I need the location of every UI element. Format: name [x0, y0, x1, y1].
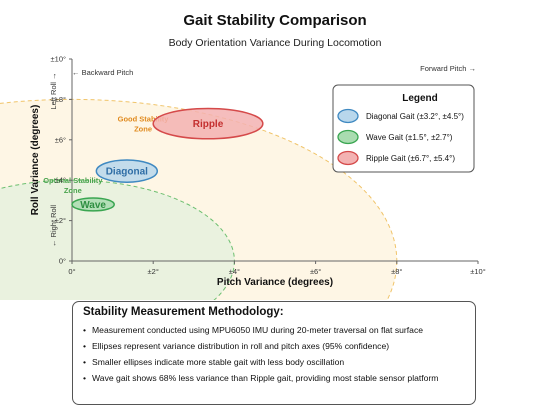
methodology-box: Stability Measurement Methodology: Measu… [72, 301, 476, 405]
legend-items: Diagonal Gait (±3.2°, ±4.5°) Wave Gait (±… [337, 108, 464, 166]
legend-swatch-wave [337, 129, 359, 145]
x-tick-label: ±6° [310, 267, 321, 276]
right-roll-label: ← Right Roll [49, 205, 58, 247]
diagonal-ellipse [95, 159, 159, 183]
legend-swatch-diagonal [337, 108, 359, 124]
legend-label-wave: Wave Gait (±1.5°, ±2.7°) [366, 133, 453, 142]
backward-pitch-label: ← Backward Pitch [72, 68, 133, 77]
y-tick-label: ±6° [55, 135, 66, 144]
y-tick-label: ±2° [55, 216, 66, 225]
methodology-title: Stability Measurement Methodology: [83, 306, 284, 318]
legend-label-ripple: Ripple Gait (±6.7°, ±5.4°) [366, 154, 455, 163]
x-tick-label: ±8° [391, 267, 402, 276]
wave-label: Wave [80, 200, 106, 211]
y-tick-label: ±10° [51, 55, 66, 64]
methodology-item: Smaller ellipses indicate more stable ga… [83, 354, 465, 370]
x-tick-label: ±2° [148, 267, 159, 276]
chart-subtitle: Body Orientation Variance During Locomot… [169, 37, 382, 49]
gait-ellipses: Ripple Diagonal Wave [71, 107, 264, 212]
x-tick-label: 0° [68, 267, 75, 276]
legend-box [332, 84, 475, 173]
x-tick-label: ±4° [229, 267, 240, 276]
wave-ellipse [71, 197, 115, 212]
chart-title: Gait Stability Comparison [183, 12, 366, 29]
y-axis-title: Roll Variance (degrees) [30, 105, 41, 216]
methodology-item: Ellipses represent variance distribution… [83, 338, 465, 354]
axis-ticks: 0° ±2° ±4° ±6° ±8° ±10° 0° ±2° ±4° ±6° ±8° ±10° [51, 55, 486, 277]
forward-pitch-label: Forward Pitch → [420, 64, 476, 73]
y-tick-label: ±4° [55, 176, 66, 185]
x-tick-label: ±10° [470, 267, 485, 276]
legend-swatch-ripple [337, 150, 359, 166]
x-axis-title: Pitch Variance (degrees) [217, 277, 333, 288]
zone-label-good: Good Stability Zone [118, 115, 170, 134]
ripple-label: Ripple [193, 119, 224, 130]
legend-title: Legend [402, 93, 438, 104]
methodology-item: Wave gait shows 68% less variance than R… [83, 370, 465, 386]
diagonal-label: Diagonal [106, 167, 148, 178]
zone-label-optimal: Optimal Stability Zone [43, 176, 103, 195]
methodology-item: Measurement conducted using MPU6050 IMU … [83, 322, 465, 338]
legend: Legend Diagonal Gait (±3.2°, ±4.5°) Wave … [332, 84, 475, 173]
y-tick-label: 0° [59, 257, 66, 266]
methodology-list: Measurement conducted using MPU6050 IMU … [83, 322, 465, 386]
ripple-ellipse [152, 107, 264, 140]
legend-label-diagonal: Diagonal Gait (±3.2°, ±4.5°) [366, 112, 464, 121]
y-tick-label: ±8° [55, 95, 66, 104]
left-roll-label: Left Roll → [49, 72, 58, 109]
